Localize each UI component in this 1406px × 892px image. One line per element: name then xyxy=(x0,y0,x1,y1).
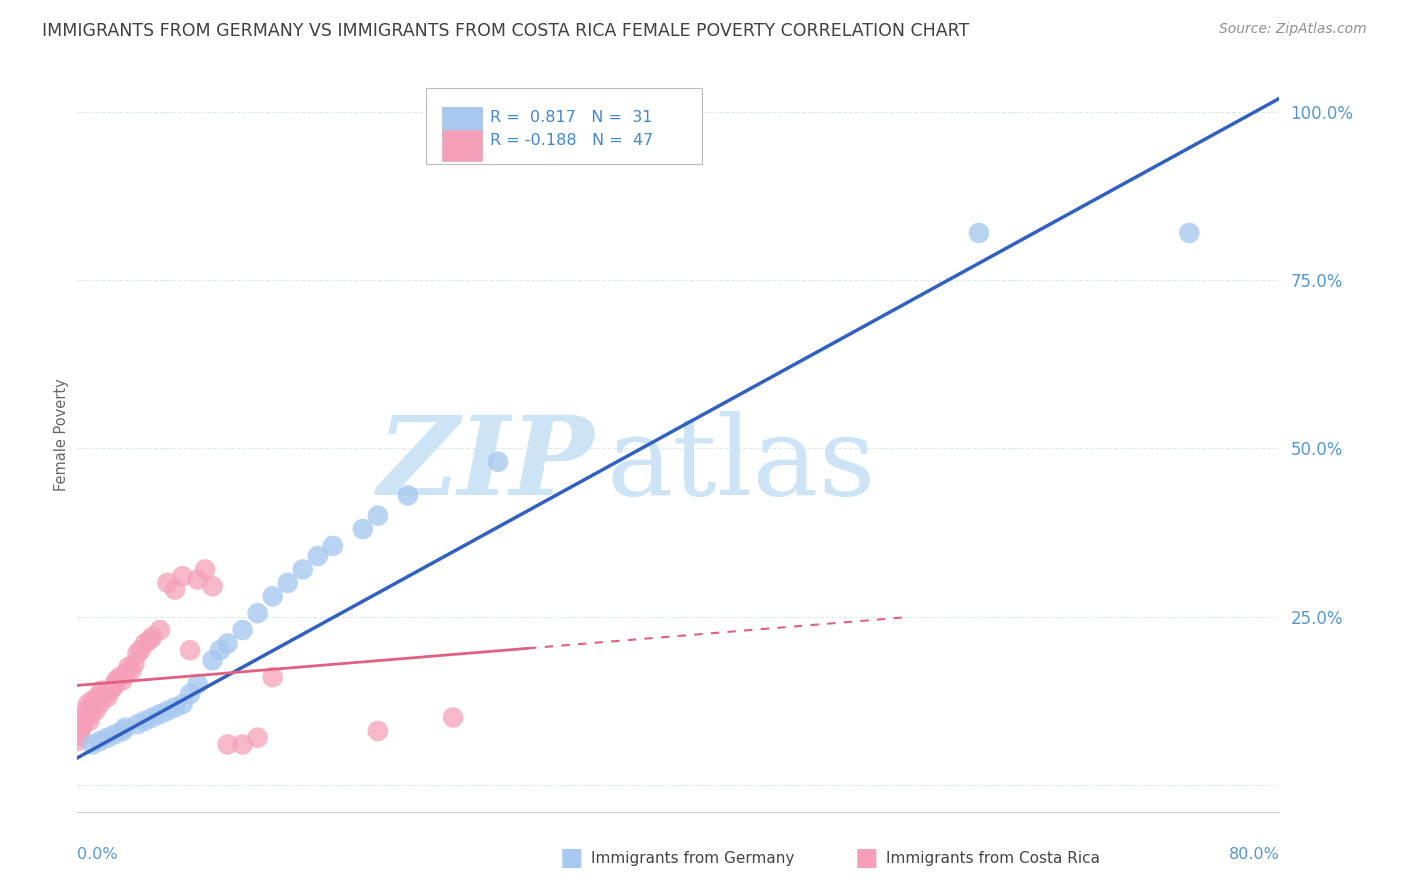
Point xyxy=(105,673,128,688)
Point xyxy=(201,579,224,593)
Text: ■: ■ xyxy=(560,847,583,870)
Point xyxy=(73,710,96,724)
Point xyxy=(367,508,389,523)
Point xyxy=(80,707,103,722)
Point xyxy=(1178,226,1201,240)
Point xyxy=(967,226,990,240)
Y-axis label: Female Poverty: Female Poverty xyxy=(53,378,69,491)
Point xyxy=(127,647,149,661)
Point xyxy=(86,690,108,705)
Point xyxy=(352,522,374,536)
Point xyxy=(117,660,139,674)
Point xyxy=(82,694,104,708)
Point xyxy=(217,636,239,650)
Point xyxy=(69,730,91,744)
Point xyxy=(322,539,344,553)
Point xyxy=(186,677,209,691)
Point xyxy=(96,690,118,705)
Point xyxy=(129,643,152,657)
Point xyxy=(486,455,509,469)
Point xyxy=(127,717,149,731)
Point xyxy=(217,738,239,752)
Point xyxy=(209,643,232,657)
Point xyxy=(134,714,156,728)
Point xyxy=(114,666,136,681)
Point xyxy=(100,683,122,698)
Point xyxy=(90,683,112,698)
Point xyxy=(194,562,217,576)
Text: 80.0%: 80.0% xyxy=(1229,847,1279,863)
Point xyxy=(141,710,163,724)
Point xyxy=(82,700,104,714)
Point xyxy=(138,633,160,648)
Point xyxy=(134,636,156,650)
Point xyxy=(307,549,329,563)
Point xyxy=(262,590,284,604)
Point xyxy=(246,606,269,620)
Point xyxy=(141,630,163,644)
Point xyxy=(396,488,419,502)
Point xyxy=(124,657,146,671)
Point xyxy=(172,697,194,711)
Point xyxy=(186,573,209,587)
Text: Source: ZipAtlas.com: Source: ZipAtlas.com xyxy=(1219,22,1367,37)
Point xyxy=(277,575,299,590)
Point xyxy=(82,738,104,752)
Point xyxy=(103,680,125,694)
Point xyxy=(163,700,186,714)
Point xyxy=(79,714,101,728)
Point xyxy=(70,721,93,735)
Point xyxy=(201,653,224,667)
Point xyxy=(149,623,172,637)
Point xyxy=(76,697,98,711)
Text: R = -0.188   N =  47: R = -0.188 N = 47 xyxy=(489,133,652,147)
Point xyxy=(120,664,142,678)
Text: ■: ■ xyxy=(855,847,879,870)
Point xyxy=(291,562,314,576)
Point xyxy=(441,710,464,724)
Point xyxy=(246,731,269,745)
Point xyxy=(179,643,201,657)
FancyBboxPatch shape xyxy=(426,88,703,163)
Point xyxy=(108,670,131,684)
Point xyxy=(104,677,127,691)
Point xyxy=(111,723,134,738)
Point xyxy=(89,697,111,711)
Text: atlas: atlas xyxy=(606,411,876,518)
Text: ZIP: ZIP xyxy=(378,411,595,519)
Point xyxy=(262,670,284,684)
Point xyxy=(114,721,136,735)
Point xyxy=(163,582,186,597)
Point xyxy=(179,687,201,701)
Point xyxy=(156,575,179,590)
Point xyxy=(72,717,94,731)
Point xyxy=(75,704,97,718)
FancyBboxPatch shape xyxy=(441,107,482,138)
Text: Immigrants from Costa Rica: Immigrants from Costa Rica xyxy=(886,851,1099,865)
Point xyxy=(66,723,89,738)
Text: Immigrants from Germany: Immigrants from Germany xyxy=(591,851,794,865)
Text: R =  0.817   N =  31: R = 0.817 N = 31 xyxy=(489,110,652,125)
Point xyxy=(84,704,107,718)
Point xyxy=(172,569,194,583)
Point xyxy=(232,623,254,637)
Point xyxy=(93,687,115,701)
FancyBboxPatch shape xyxy=(441,129,482,161)
Point xyxy=(96,731,118,745)
Point xyxy=(111,673,134,688)
Point xyxy=(104,727,127,741)
Text: IMMIGRANTS FROM GERMANY VS IMMIGRANTS FROM COSTA RICA FEMALE POVERTY CORRELATION: IMMIGRANTS FROM GERMANY VS IMMIGRANTS FR… xyxy=(42,22,969,40)
Point xyxy=(66,734,89,748)
Point xyxy=(367,723,389,738)
Point xyxy=(156,704,179,718)
Point xyxy=(232,738,254,752)
Point xyxy=(89,734,111,748)
Point xyxy=(149,707,172,722)
Text: 0.0%: 0.0% xyxy=(77,847,118,863)
